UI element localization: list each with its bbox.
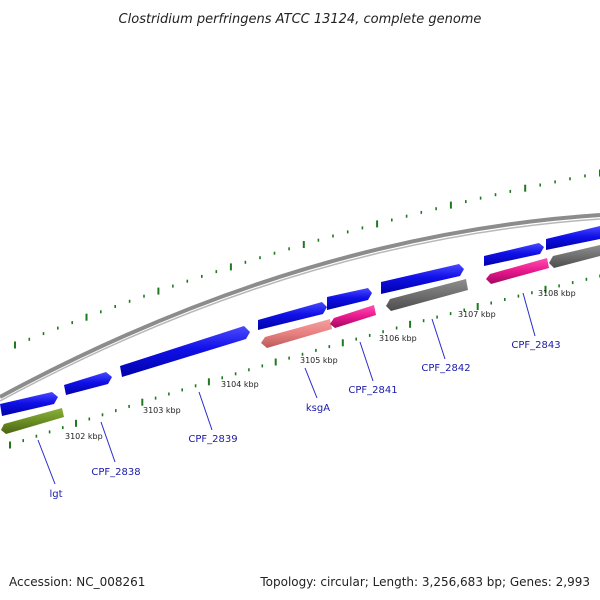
leader-line-CPF_2839 — [198, 391, 213, 431]
gene-feature-ksgA[interactable] — [261, 319, 332, 348]
leader-line-CPF_2843 — [522, 292, 536, 337]
scale-label: 3103 kbp — [143, 406, 181, 415]
gene-feature-CPF_2843[interactable] — [486, 258, 549, 284]
scale-label: 3106 kbp — [379, 334, 417, 343]
gene-feature-forward[interactable] — [0, 392, 58, 416]
gene-feature-forward[interactable] — [381, 264, 464, 294]
leader-line-lgt — [37, 439, 56, 485]
reverse-strand-genes — [1, 245, 600, 434]
gene-labels: lgt CPF_2838 CPF_2839 ksgA CPF_2841 CPF_… — [49, 340, 560, 500]
gene-feature-forward[interactable] — [546, 226, 600, 250]
gene-feature-lgt[interactable] — [1, 408, 64, 434]
gene-feature-CPF_2842[interactable] — [386, 279, 468, 311]
gene-label-CPF_2841[interactable]: CPF_2841 — [348, 385, 397, 396]
gene-feature-reverse[interactable] — [549, 245, 600, 268]
scale-label: 3108 kbp — [538, 289, 576, 298]
scale-labels: 3102 kbp 3103 kbp 3104 kbp 3105 kbp 3106… — [65, 289, 576, 441]
leader-line-CPF_2842 — [431, 318, 446, 360]
label-leader-lines — [37, 292, 536, 485]
scale-label: 3102 kbp — [65, 432, 103, 441]
scale-label: 3104 kbp — [221, 380, 259, 389]
gene-label-CPF_2843[interactable]: CPF_2843 — [511, 340, 560, 351]
genome-backbone — [0, 213, 600, 399]
gene-feature-forward[interactable] — [258, 302, 327, 330]
map-title: Clostridium perfringens ATCC 13124, comp… — [119, 12, 482, 27]
scale-label: 3107 kbp — [458, 310, 496, 319]
forward-strand-genes — [0, 226, 600, 416]
gene-feature-forward[interactable] — [64, 372, 112, 395]
outer-tick-row — [14, 169, 600, 349]
leader-line-CPF_2841 — [359, 341, 374, 382]
gene-feature-forward[interactable] — [120, 326, 250, 377]
gene-label-CPF_2838[interactable]: CPF_2838 — [91, 467, 140, 478]
genome-summary-text: Topology: circular; Length: 3,256,683 bp… — [260, 575, 590, 589]
gene-feature-forward[interactable] — [327, 288, 372, 310]
gene-feature-forward[interactable] — [484, 243, 544, 266]
scale-label: 3105 kbp — [300, 356, 338, 365]
leader-line-CPF_2838 — [100, 421, 116, 463]
genome-backbone-shadow — [0, 218, 600, 402]
gene-label-lgt[interactable]: lgt — [49, 489, 62, 500]
gene-label-ksgA[interactable]: ksgA — [306, 403, 330, 414]
gene-feature-CPF_2841[interactable] — [330, 305, 376, 328]
inner-tick-row — [9, 274, 600, 449]
leader-line-ksgA — [304, 367, 318, 399]
accession-text: Accession: NC_008261 — [9, 575, 146, 589]
gene-label-CPF_2839[interactable]: CPF_2839 — [188, 434, 237, 445]
gene-label-CPF_2842[interactable]: CPF_2842 — [421, 363, 470, 374]
